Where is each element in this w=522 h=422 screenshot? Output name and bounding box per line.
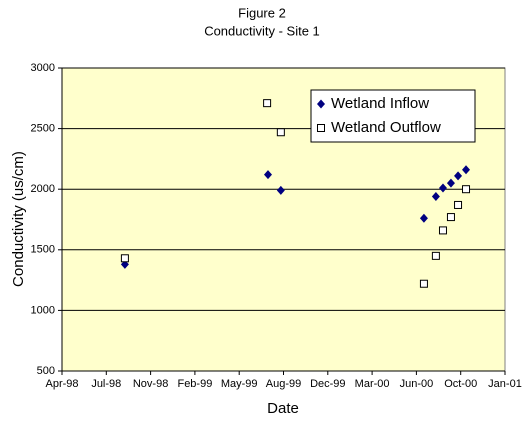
legend-marker	[317, 99, 325, 109]
legend-box	[310, 89, 476, 143]
y-tick-label: 2500	[31, 123, 55, 135]
legend-marker	[317, 124, 325, 132]
point	[438, 226, 447, 235]
y-tick-label: 1500	[31, 244, 55, 256]
y-tick-label: 2000	[31, 183, 55, 195]
x-tick-label: Jul-98	[91, 378, 121, 390]
point	[276, 185, 285, 195]
point	[454, 171, 463, 181]
point	[263, 99, 272, 108]
x-tick-label: Nov-98	[133, 378, 168, 390]
y-axis-title: Conductivity (us/cm)	[10, 151, 27, 287]
point	[431, 251, 440, 260]
point	[446, 178, 455, 188]
point	[454, 200, 463, 209]
point	[462, 165, 471, 175]
point	[120, 254, 129, 263]
x-tick-label: Jun-00	[400, 378, 434, 390]
point	[419, 279, 428, 288]
point	[419, 213, 428, 223]
y-tick-label: 500	[37, 365, 55, 377]
legend-label: Wetland Inflow	[331, 95, 429, 112]
point	[263, 170, 272, 180]
x-tick-label: Oct-00	[444, 378, 477, 390]
chart-subtitle: Conductivity - Site 1	[204, 23, 320, 38]
x-tick-label: Jan-01	[488, 378, 522, 390]
point	[438, 183, 447, 193]
legend-label: Wetland Outflow	[331, 119, 441, 136]
x-tick-label: Dec-99	[310, 378, 345, 390]
y-tick-label: 3000	[31, 62, 55, 74]
x-axis-title: Date	[267, 400, 299, 417]
point	[446, 213, 455, 222]
x-tick-label: Apr-98	[45, 378, 78, 390]
x-tick-label: Feb-99	[177, 378, 212, 390]
x-tick-label: Aug-99	[266, 378, 301, 390]
point	[431, 191, 440, 201]
point	[276, 128, 285, 137]
x-tick-label: May-99	[221, 378, 258, 390]
point	[462, 185, 471, 194]
y-tick-label: 1000	[31, 304, 55, 316]
x-tick-label: Mar-00	[355, 378, 390, 390]
chart-title: Figure 2	[238, 5, 286, 20]
